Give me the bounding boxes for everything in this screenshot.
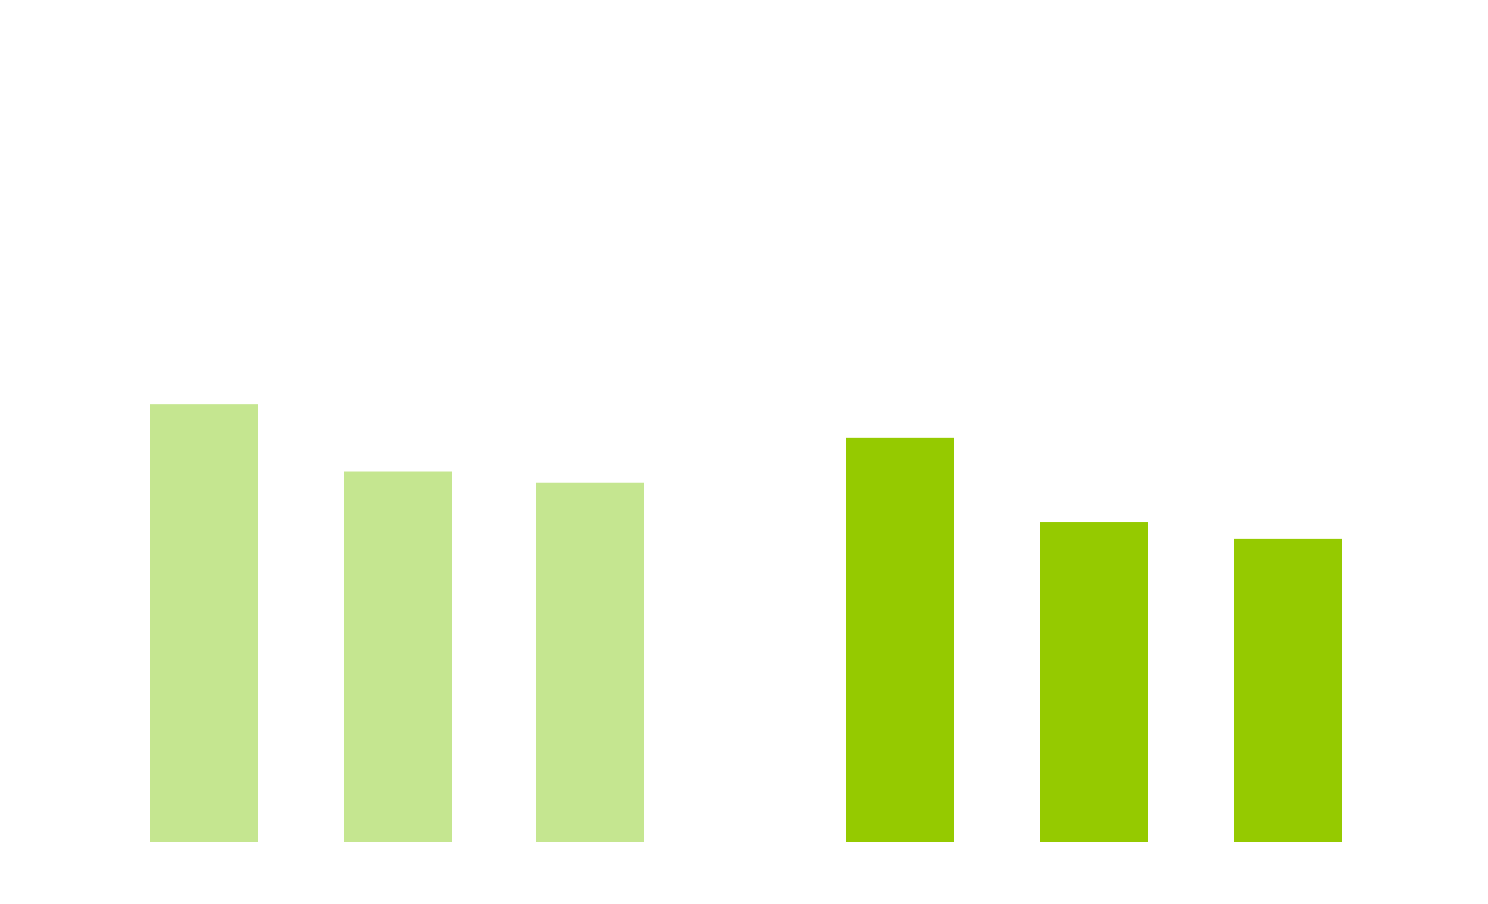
bar-6 xyxy=(1234,538,1342,842)
bar-5 xyxy=(1040,522,1148,842)
bar-4 xyxy=(846,437,954,842)
bar-2 xyxy=(344,471,452,842)
bar-1 xyxy=(150,404,258,842)
bars-layer xyxy=(150,404,1342,842)
bar-3 xyxy=(536,482,644,842)
